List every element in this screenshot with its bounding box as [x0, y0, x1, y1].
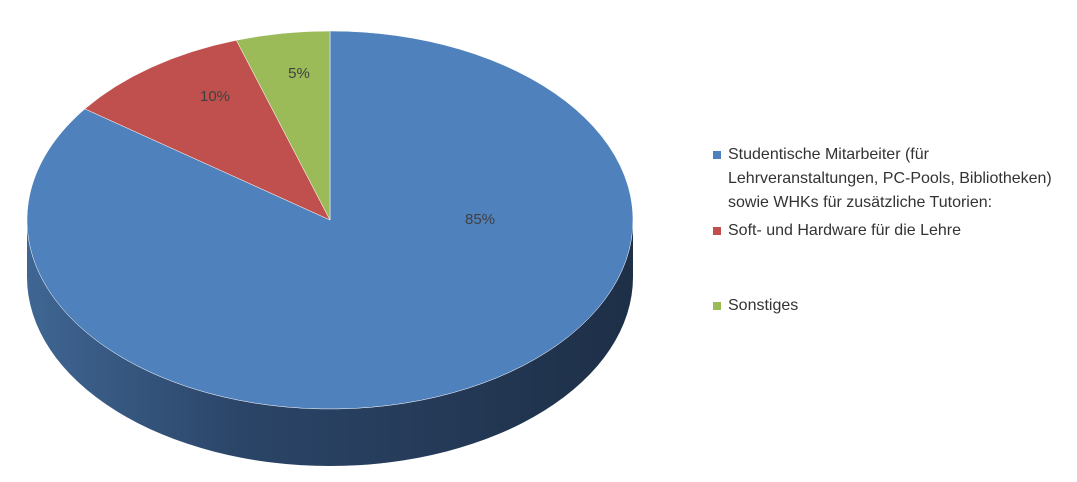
legend-item-sonstiges: Sonstiges	[713, 294, 798, 318]
legend-label: Soft- und Hardware für die Lehre	[728, 222, 962, 239]
data-label-1: 10%	[200, 88, 230, 105]
pie-slice-1	[84, 39, 331, 221]
pie-side-0	[27, 220, 633, 466]
legend-label: Sonstiges	[728, 297, 799, 314]
data-label-2: 5%	[288, 65, 310, 82]
legend-swatch-green	[713, 302, 721, 310]
legend-label: Studentische Mitarbeiter (für Lehrverans…	[728, 146, 1052, 211]
legend-item-soft-hardware: Soft- und Hardware für die Lehre	[713, 219, 961, 243]
data-label-0: 85%	[465, 211, 495, 228]
legend-swatch-blue	[713, 151, 721, 159]
legend-swatch-red	[713, 227, 721, 235]
pie-slice-2	[235, 30, 331, 221]
legend-item-studentische-mitarbeiter: Studentische Mitarbeiter (für Lehrverans…	[713, 143, 1052, 215]
